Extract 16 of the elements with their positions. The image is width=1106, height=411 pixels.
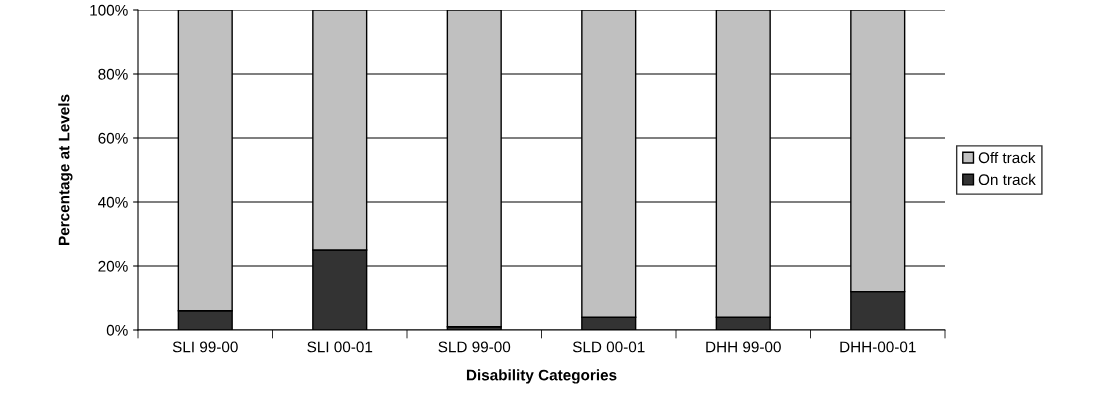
x-tick-label: DHH 99-00 bbox=[706, 341, 781, 353]
y-tick-label: 100% bbox=[90, 4, 128, 16]
y-tick-label: 60% bbox=[98, 132, 128, 144]
x-tick-label: SLI 99-00 bbox=[172, 341, 238, 353]
y-tick-label: 80% bbox=[98, 68, 128, 80]
x-tick-label: SLI 00-01 bbox=[307, 341, 373, 353]
y-tick-label: 20% bbox=[98, 260, 128, 272]
x-axis-title: Disability Categories bbox=[466, 369, 617, 384]
y-tick-label: 40% bbox=[98, 196, 128, 208]
legend-label: On track bbox=[978, 173, 1036, 186]
x-tick-label: DHH-00-01 bbox=[840, 341, 916, 353]
legend-label: Off track bbox=[978, 151, 1036, 164]
x-tick-label: SLD 99-00 bbox=[438, 341, 511, 353]
y-tick-label: 0% bbox=[106, 324, 128, 336]
y-axis-title: Percentage at Levels bbox=[58, 94, 73, 245]
x-tick-label: SLD 00-01 bbox=[572, 341, 645, 353]
